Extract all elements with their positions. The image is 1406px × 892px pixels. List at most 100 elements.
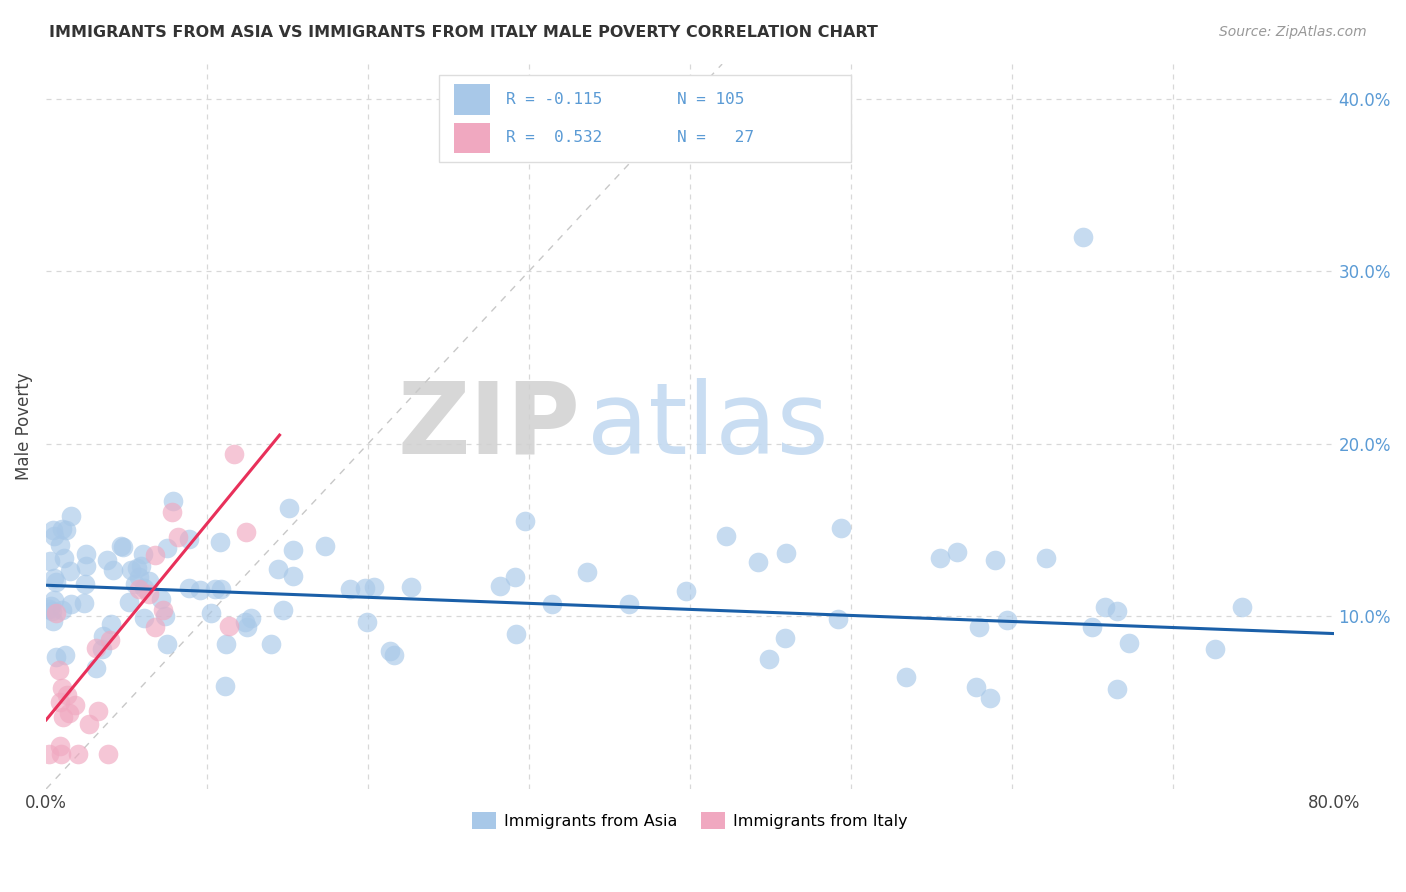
Point: [162, 493, 184, 508]
Point: [96, 553, 118, 567]
Text: IMMIGRANTS FROM ASIA VS IMMIGRANTS FROM ITALY MALE POVERTY CORRELATION CHART: IMMIGRANTS FROM ASIA VS IMMIGRANTS FROM …: [49, 25, 879, 40]
Point: [1105, 681, 1128, 696]
Point: [42, 614, 65, 628]
Point: [51, 681, 73, 695]
Point: [896, 670, 918, 684]
Point: [965, 680, 987, 694]
Point: [177, 532, 200, 546]
Point: [827, 612, 849, 626]
Point: [77, 716, 100, 731]
Point: [215, 637, 238, 651]
Point: [73, 596, 96, 610]
Point: [59, 565, 82, 579]
Point: [1204, 641, 1226, 656]
Point: [100, 617, 122, 632]
Point: [260, 636, 283, 650]
Point: [399, 580, 422, 594]
Point: [51, 602, 73, 616]
Point: [98, 633, 121, 648]
Point: [775, 546, 797, 560]
Point: [235, 524, 257, 539]
Point: [49, 747, 72, 762]
Point: [979, 691, 1001, 706]
Point: [118, 595, 141, 609]
Point: [758, 652, 780, 666]
Point: [281, 542, 304, 557]
Point: [45, 575, 67, 590]
Point: [1118, 636, 1140, 650]
Point: [339, 582, 361, 596]
Point: [541, 598, 564, 612]
Point: [513, 514, 536, 528]
Text: Source: ZipAtlas.com: Source: ZipAtlas.com: [1219, 25, 1367, 39]
Point: [617, 597, 640, 611]
Point: [1081, 619, 1104, 633]
Point: [49, 538, 72, 552]
Point: [86, 704, 108, 718]
Point: [209, 582, 232, 596]
Point: [91, 629, 114, 643]
Bar: [454, 123, 491, 153]
Point: [75, 577, 97, 591]
Point: [155, 608, 177, 623]
Point: [138, 574, 160, 589]
Point: [714, 529, 737, 543]
Point: [271, 603, 294, 617]
Point: [576, 565, 599, 579]
Point: [42, 593, 65, 607]
Point: [41, 604, 63, 618]
Point: [224, 447, 246, 461]
Text: N = 105: N = 105: [678, 92, 744, 107]
Point: [214, 679, 236, 693]
Point: [378, 644, 401, 658]
Point: [97, 747, 120, 762]
Point: [747, 555, 769, 569]
Point: [945, 545, 967, 559]
Point: [39, 599, 62, 613]
Point: [128, 582, 150, 597]
Point: [675, 584, 697, 599]
FancyBboxPatch shape: [439, 75, 851, 162]
Point: [235, 620, 257, 634]
Point: [240, 611, 263, 625]
Point: [1035, 550, 1057, 565]
Point: [132, 581, 155, 595]
Point: [45, 606, 67, 620]
Point: [42, 529, 65, 543]
Point: [489, 579, 512, 593]
Point: [84, 641, 107, 656]
Point: [48, 739, 70, 753]
Point: [177, 582, 200, 596]
Point: [38, 747, 60, 762]
Point: [124, 577, 146, 591]
Point: [52, 550, 75, 565]
Point: [967, 620, 990, 634]
Bar: [454, 85, 491, 115]
Point: [1071, 229, 1094, 244]
Point: [928, 551, 950, 566]
Point: [38, 554, 60, 568]
Point: [134, 611, 156, 625]
Point: [60, 597, 83, 611]
Point: [41, 523, 63, 537]
Point: [49, 695, 72, 709]
Point: [204, 582, 226, 596]
Point: [155, 637, 177, 651]
Point: [91, 642, 114, 657]
Point: [382, 648, 405, 662]
Point: [63, 698, 86, 712]
Point: [42, 571, 65, 585]
Point: [56, 689, 79, 703]
Point: [58, 706, 80, 721]
Point: [830, 521, 852, 535]
Point: [267, 562, 290, 576]
Point: [143, 548, 166, 562]
Point: [138, 587, 160, 601]
Point: [48, 663, 70, 677]
Point: [995, 614, 1018, 628]
Point: [84, 661, 107, 675]
Point: [277, 501, 299, 516]
Point: [209, 534, 232, 549]
Point: [128, 569, 150, 583]
Point: [356, 615, 378, 629]
